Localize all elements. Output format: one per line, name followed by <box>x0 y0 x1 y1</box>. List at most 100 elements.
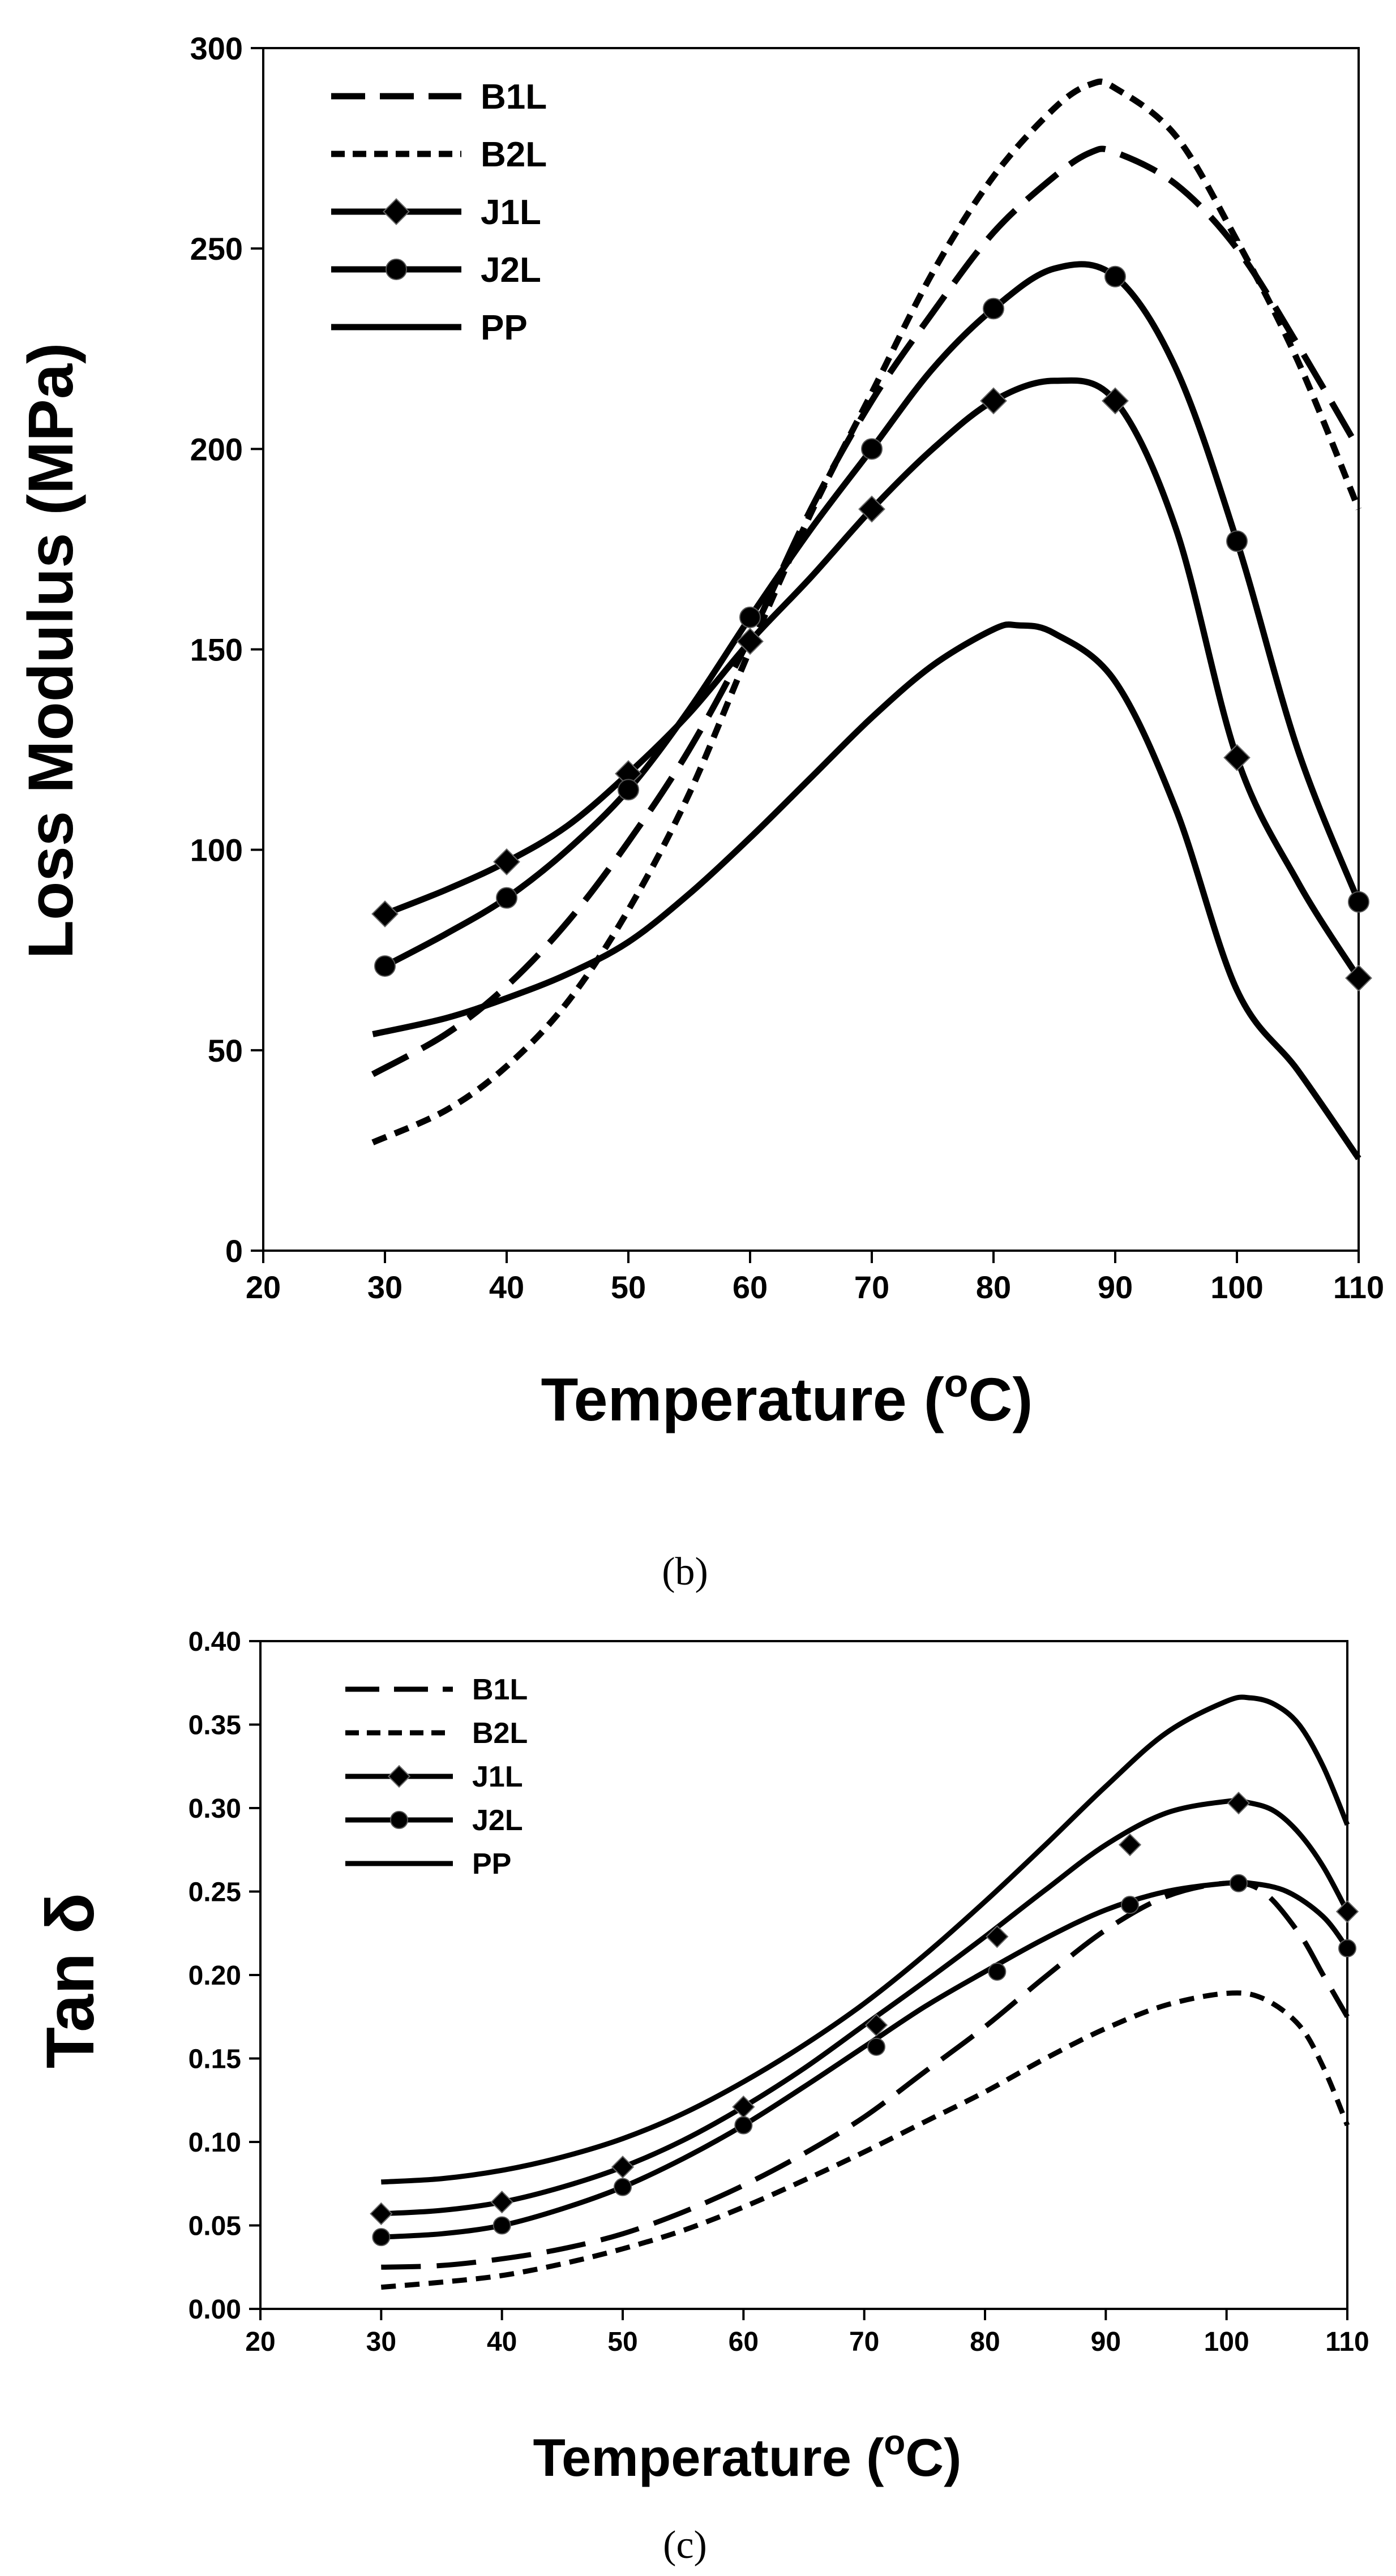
x-axis-label: Temperature (oC) <box>533 2423 962 2487</box>
marker-j1l <box>980 387 1007 415</box>
x-tick-label: 90 <box>1098 1269 1133 1305</box>
marker-j1l <box>1223 744 1251 771</box>
y-tick-label: 0.20 <box>189 1961 241 1991</box>
x-tick-label: 110 <box>1333 1269 1384 1305</box>
x-tick-label: 30 <box>366 2327 396 2357</box>
marker-j1l <box>370 2202 393 2226</box>
marker-j2l <box>1230 1874 1248 1892</box>
x-tick-label: 70 <box>854 1269 889 1305</box>
marker-j2l <box>867 2037 885 2056</box>
marker-j1l <box>490 2191 513 2214</box>
x-axis-label-main: Temperature ( <box>541 1365 944 1433</box>
x-tick-labels: 20 30 40 50 60 70 80 90 100 110 <box>246 1269 1384 1305</box>
y-tick-label: 100 <box>190 832 243 868</box>
x-tick-label: 60 <box>733 1269 768 1305</box>
marker-j2l <box>988 1963 1007 1981</box>
y-tick-labels: 0 50 100 150 200 250 300 <box>190 31 243 1269</box>
series-line-j1l <box>381 1798 1350 2217</box>
x-tick-label: 100 <box>1210 1269 1263 1305</box>
legend-label-j2l: J2L <box>472 1804 523 1837</box>
x-tick-label: 20 <box>246 1269 281 1305</box>
marker-j1l <box>493 848 520 875</box>
x-axis-label-main: Temperature ( <box>533 2428 885 2487</box>
x-axis-label-unit: C) <box>905 2428 961 2487</box>
marker-j1l <box>371 900 399 928</box>
marker-j2l <box>493 2216 511 2235</box>
y-tick-label: 0.00 <box>189 2295 241 2325</box>
legend-marker-j2l <box>386 259 407 280</box>
legend-label-b2l: B2L <box>481 135 547 174</box>
y-tick-label: 50 <box>208 1033 243 1068</box>
marker-j1l <box>986 1925 1009 1948</box>
series-line-b2l <box>380 1990 1350 2290</box>
x-tick-labels: 20 30 40 50 60 70 80 90 100 110 <box>245 2327 1369 2357</box>
marker-j1l <box>864 2013 888 2037</box>
legend-label-b1l: B1L <box>481 78 547 117</box>
panel-label-b: (b) <box>662 1550 708 1594</box>
y-tick-label: 0.35 <box>189 1711 241 1741</box>
plot-frame <box>262 47 1360 1252</box>
legend-marker-j1l <box>383 198 410 225</box>
marker-j2l <box>1104 265 1126 287</box>
axis-ticks <box>249 1640 1348 2320</box>
marker-j1l <box>1335 1900 1359 1924</box>
legend-label-j2l: J2L <box>481 251 541 290</box>
panel-label-c: (c) <box>663 2523 707 2567</box>
series-line-pp <box>381 1694 1350 2185</box>
y-axis-label: Loss Modulus (MPa) <box>15 343 86 959</box>
series-line-pp <box>372 621 1361 1161</box>
series-markers <box>371 265 1372 992</box>
marker-j1l <box>736 628 764 655</box>
plot-frame <box>259 1640 1348 2310</box>
marker-j2l <box>496 887 517 909</box>
legend-marker-j2l <box>390 1811 408 1829</box>
x-axis-label-unit: C) <box>968 1365 1033 1433</box>
legend: B1L B2L J1L J2L PP <box>345 1673 528 1881</box>
series-lines <box>380 1694 1350 2290</box>
y-tick-labels: 0.00 0.05 0.10 0.15 0.20 0.25 0.30 0.35 0.40 <box>189 1627 241 2325</box>
x-tick-label: 30 <box>367 1269 402 1305</box>
marker-j2l <box>983 298 1004 320</box>
marker-j1l <box>1118 1833 1142 1857</box>
legend-marker-j1l <box>387 1764 411 1788</box>
x-tick-label: 20 <box>245 2327 275 2357</box>
tan-delta-chart: 0.00 0.05 0.10 0.15 0.20 0.25 0.30 0.35 0.40 20 3… <box>32 1627 1369 2567</box>
marker-j2l <box>1348 891 1369 913</box>
x-tick-label: 50 <box>607 2327 637 2357</box>
marker-j2l <box>1338 1939 1356 1957</box>
y-tick-label: 0.25 <box>189 1878 241 1908</box>
marker-j2l <box>618 779 639 801</box>
y-tick-label: 0.40 <box>189 1627 241 1657</box>
loss-modulus-chart: 0 50 100 150 200 250 300 20 30 40 50 60 70 80 90 100 11… <box>15 31 1384 1594</box>
marker-j2l <box>861 438 883 460</box>
series-markers <box>370 1791 1359 2247</box>
x-tick-label: 60 <box>729 2327 759 2357</box>
degree-superscript: o <box>944 1361 969 1405</box>
axis-ticks <box>251 47 1360 1263</box>
y-tick-label: 250 <box>190 231 243 267</box>
y-tick-label: 200 <box>190 431 243 467</box>
legend-label-b1l: B1L <box>472 1673 528 1706</box>
series-line-b1l <box>371 145 1361 1077</box>
marker-j1l <box>858 495 885 523</box>
series-line-j2l <box>381 1879 1350 2240</box>
marker-j1l <box>1345 964 1372 992</box>
legend-label-j1l: J1L <box>472 1761 523 1793</box>
y-tick-label: 0.05 <box>189 2212 241 2242</box>
x-tick-label: 50 <box>611 1269 646 1305</box>
series-line-b2l <box>371 78 1362 1145</box>
x-tick-label: 110 <box>1325 2327 1369 2357</box>
marker-j1l <box>732 2095 755 2119</box>
degree-superscript: o <box>884 2423 905 2462</box>
x-tick-label: 90 <box>1091 2327 1121 2357</box>
x-tick-label: 40 <box>487 2327 517 2357</box>
y-tick-label: 0.15 <box>189 2045 241 2075</box>
x-tick-label: 70 <box>849 2327 879 2357</box>
marker-j2l <box>372 2228 391 2247</box>
legend: B1L B2L J1L J2L PP <box>331 78 547 347</box>
x-tick-label: 100 <box>1204 2327 1249 2357</box>
x-tick-label: 40 <box>489 1269 524 1305</box>
marker-j2l <box>1226 530 1248 552</box>
y-tick-label: 0.10 <box>189 2128 241 2158</box>
